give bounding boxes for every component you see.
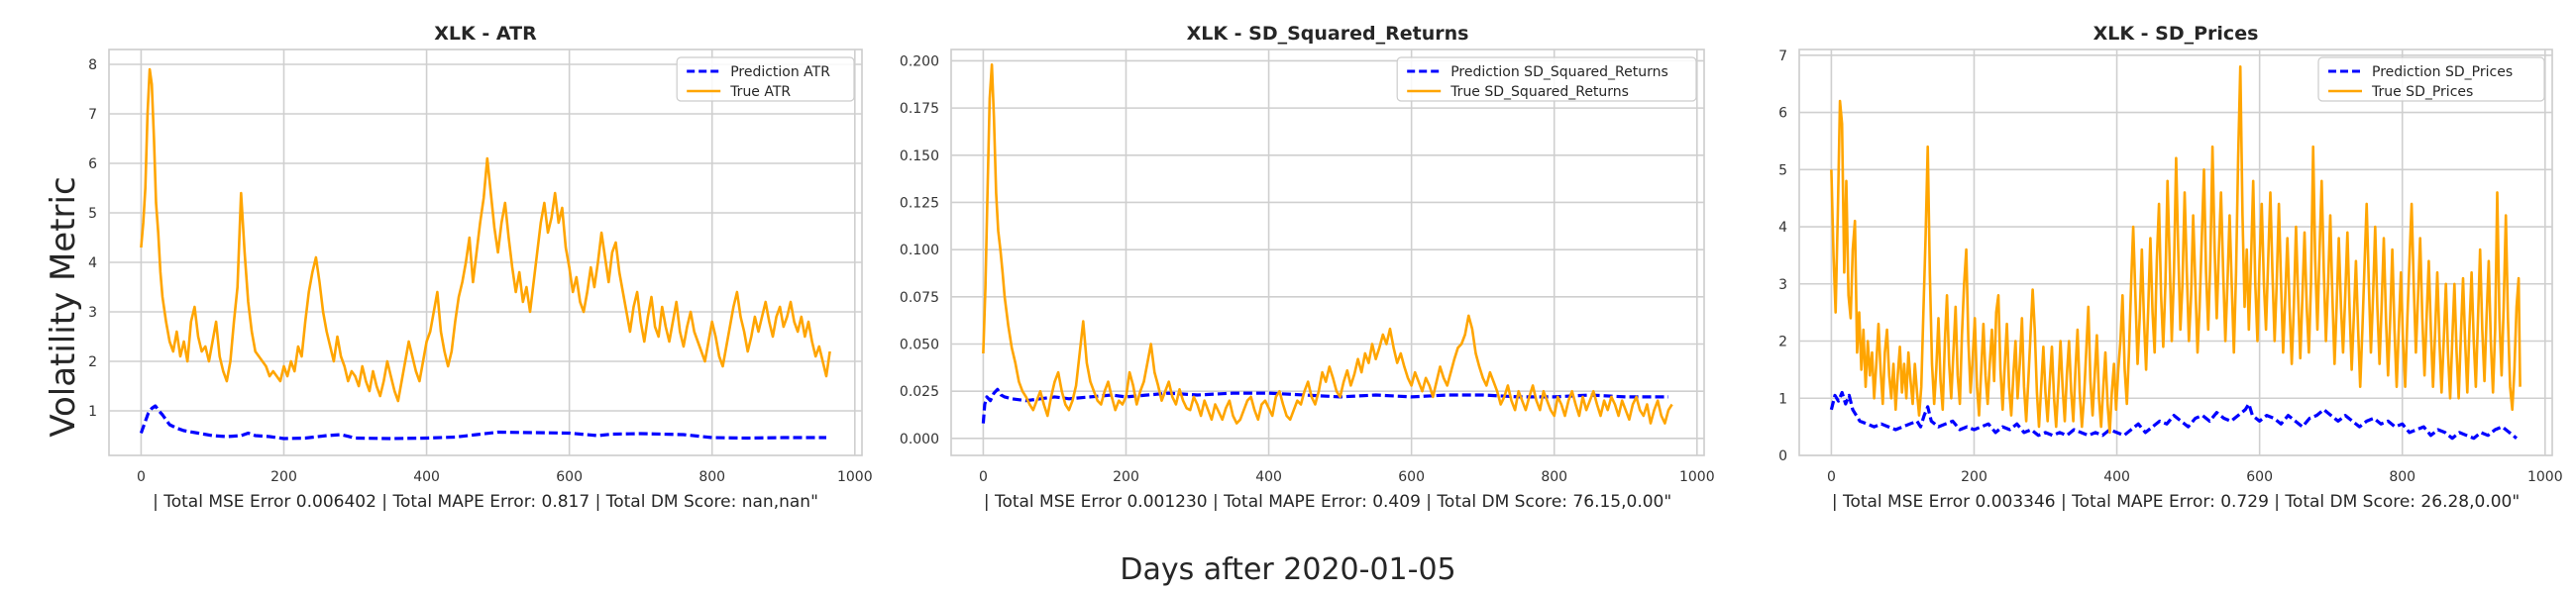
figure-xlabel: Days after 2020-01-05 xyxy=(1120,552,1456,587)
legend-label: Prediction SD_Prices xyxy=(2372,64,2513,80)
chart-xlabel: | Total MSE Error 0.003346 | Total MAPE … xyxy=(1832,492,2520,512)
y-tick-label: 0.025 xyxy=(900,384,939,400)
prediction-series-line xyxy=(981,387,1668,424)
true-series-line xyxy=(1830,65,2522,435)
legend: Prediction SD_Prices True SD_Prices xyxy=(2317,56,2545,102)
prediction-series-line xyxy=(139,404,826,441)
y-tick-label: 0.150 xyxy=(900,148,939,164)
y-tick-label: 4 xyxy=(88,255,97,271)
y-tick-label: 0.000 xyxy=(900,432,939,447)
y-tick-label: 0.075 xyxy=(900,290,939,306)
x-tick-label: 1000 xyxy=(837,469,873,485)
x-tick-label: 400 xyxy=(413,469,440,485)
true-series-line xyxy=(140,67,831,403)
chart-title: XLK - SD_Squared_Returns xyxy=(1187,23,1469,45)
x-tick-label: 800 xyxy=(2389,469,2415,485)
y-tick-label: 5 xyxy=(88,206,97,222)
legend-label: Prediction SD_Squared_Returns xyxy=(1450,64,1668,80)
chart-xlabel: | Total MSE Error 0.001230 | Total MAPE … xyxy=(984,492,1671,512)
legend: Prediction SD_Squared_Returns True SD_Squ… xyxy=(1396,56,1697,102)
y-tick-label: 6 xyxy=(1778,106,1787,122)
plot-area xyxy=(108,49,863,456)
x-tick-label: 400 xyxy=(1255,469,1282,485)
y-tick-label: 1 xyxy=(88,404,97,420)
legend-box xyxy=(1396,56,1697,102)
legend-label: Prediction ATR xyxy=(730,64,830,80)
x-tick-label: 200 xyxy=(1961,469,1987,485)
true-series-line xyxy=(982,63,1673,425)
legend-box xyxy=(2317,56,2545,102)
legend-label: True SD_Prices xyxy=(2371,84,2473,100)
y-tick-label: 0.125 xyxy=(900,195,939,211)
x-tick-label: 1000 xyxy=(2527,469,2563,485)
chart-3: 0 1 2 3 4 5 6 7 0 200 400 600 800 1000 XLK - SD_Prices… xyxy=(1778,23,2563,512)
y-tick-label: 3 xyxy=(1778,277,1787,293)
y-tick-label: 0.100 xyxy=(900,243,939,258)
x-tick-label: 600 xyxy=(1398,469,1425,485)
chart-xlabel: | Total MSE Error 0.006402 | Total MAPE … xyxy=(153,492,818,512)
x-tick-label: 800 xyxy=(698,469,725,485)
x-tick-label: 400 xyxy=(2103,469,2130,485)
x-tick-label: 0 xyxy=(1827,469,1836,485)
x-tick-label: 0 xyxy=(137,469,146,485)
x-tick-label: 200 xyxy=(270,469,297,485)
legend-label: True SD_Squared_Returns xyxy=(1449,84,1629,100)
x-tick-label: 200 xyxy=(1113,469,1139,485)
prediction-series-line xyxy=(1829,390,2519,441)
x-tick-label: 0 xyxy=(979,469,988,485)
y-tick-label: 2 xyxy=(1778,335,1787,350)
legend: Prediction ATR True ATR xyxy=(676,56,855,102)
y-tick-label: 6 xyxy=(88,156,97,172)
y-tick-label: 0.175 xyxy=(900,101,939,117)
y-tick-label: 7 xyxy=(88,107,97,123)
chart-title: XLK - SD_Prices xyxy=(2093,23,2259,45)
legend-box xyxy=(676,56,855,102)
chart-title: XLK - ATR xyxy=(434,23,537,45)
legend-label: True ATR xyxy=(729,84,791,100)
figure-ylabel-text: Volatility Metric xyxy=(44,176,83,438)
y-tick-label: 7 xyxy=(1778,49,1787,64)
y-tick-label: 4 xyxy=(1778,220,1787,236)
y-tick-label: 1 xyxy=(1778,391,1787,407)
x-tick-label: 600 xyxy=(2246,469,2273,485)
y-tick-label: 5 xyxy=(1778,162,1787,178)
chart-1: 1 2 3 4 5 6 7 8 0 200 400 600 800 1000 XLK - ATR | Tot… xyxy=(88,23,873,512)
chart-2: 0.000 0.025 0.050 0.075 0.100 0.125 0.150 0.175… xyxy=(900,23,1715,512)
x-tick-label: 800 xyxy=(1541,469,1567,485)
y-tick-label: 0 xyxy=(1778,448,1787,464)
y-tick-label: 0.050 xyxy=(900,337,939,352)
x-tick-label: 1000 xyxy=(1679,469,1715,485)
y-tick-label: 3 xyxy=(88,305,97,321)
y-tick-label: 8 xyxy=(88,57,97,73)
y-tick-label: 2 xyxy=(88,354,97,370)
x-tick-label: 600 xyxy=(556,469,583,485)
y-tick-label: 0.200 xyxy=(900,53,939,69)
